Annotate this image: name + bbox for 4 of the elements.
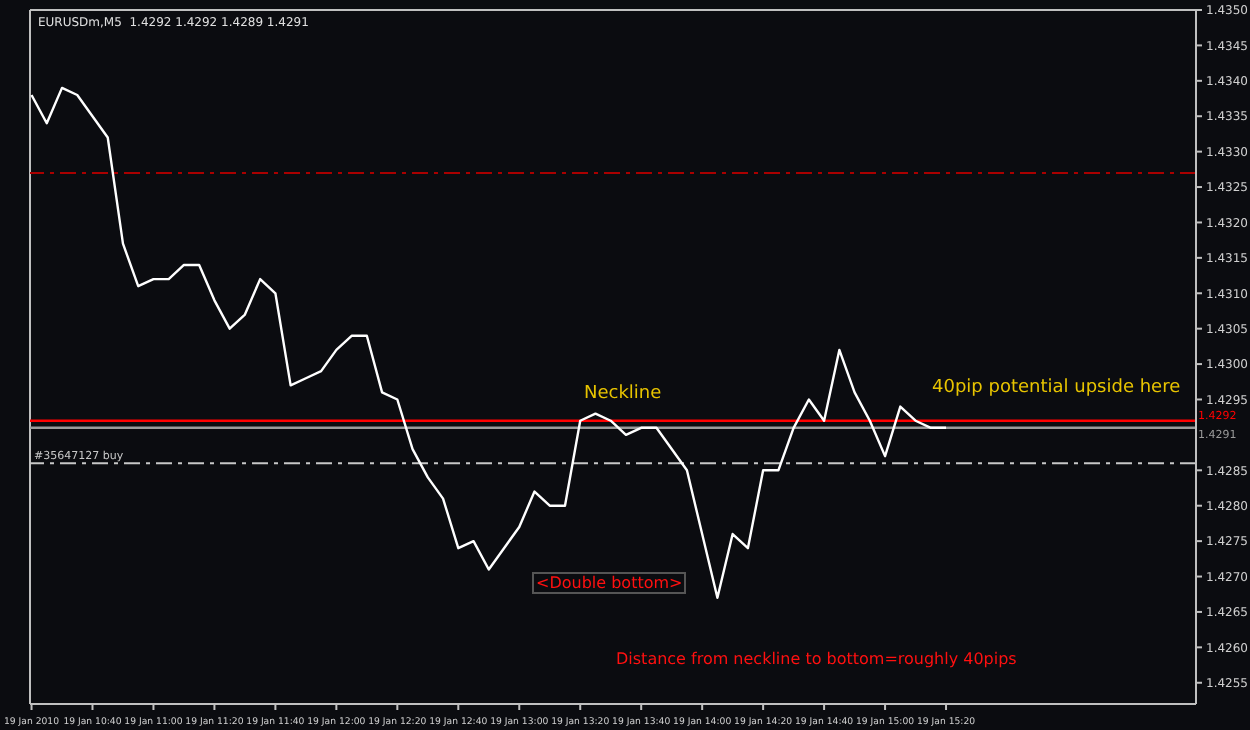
- annotation: Distance from neckline to bottom=roughly 40pips: [616, 650, 1017, 668]
- annotation: Neckline: [584, 384, 662, 404]
- annotation: 40pip potential upside here: [932, 378, 1181, 398]
- annotation: <Double bottom>: [532, 572, 687, 594]
